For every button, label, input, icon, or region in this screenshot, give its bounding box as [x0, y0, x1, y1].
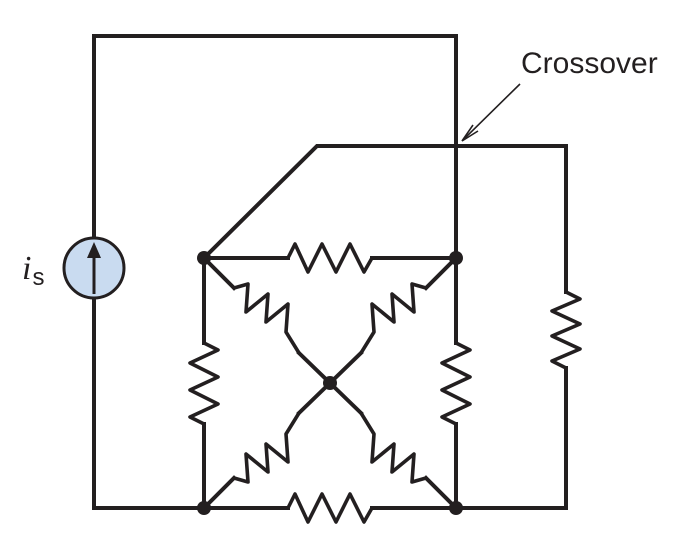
crossover-arrowhead-icon	[461, 124, 479, 142]
node-center	[323, 376, 337, 390]
crossover-label: Crossover	[521, 47, 658, 80]
resistor-diag-top-left	[232, 282, 301, 355]
resistor-right-outer	[550, 290, 582, 370]
resistor-right-inner	[440, 341, 472, 426]
wire-diagonals	[201, 255, 459, 511]
resistor-diag-bottom-right	[359, 411, 428, 484]
node-top-right	[449, 251, 463, 265]
node-bottom-right	[449, 501, 463, 515]
crossover-leader-line	[464, 83, 521, 139]
resistor-top	[286, 242, 374, 274]
resistor-diag-bottom-left	[232, 411, 301, 484]
resistor-bottom	[286, 492, 374, 524]
node-bottom-left	[197, 501, 211, 515]
wire-source-bottom	[92, 295, 206, 510]
resistor-left	[188, 341, 220, 426]
resistor-diag-top-right	[359, 282, 428, 355]
wire-right-branch-bottom	[454, 366, 568, 510]
node-top-left	[197, 251, 211, 265]
source-label-symbol: i	[22, 250, 31, 287]
wire-crossover	[201, 144, 568, 294]
up-arrow-icon	[87, 242, 101, 258]
source-label: is	[22, 250, 44, 291]
source-label-subscript: s	[32, 264, 44, 291]
